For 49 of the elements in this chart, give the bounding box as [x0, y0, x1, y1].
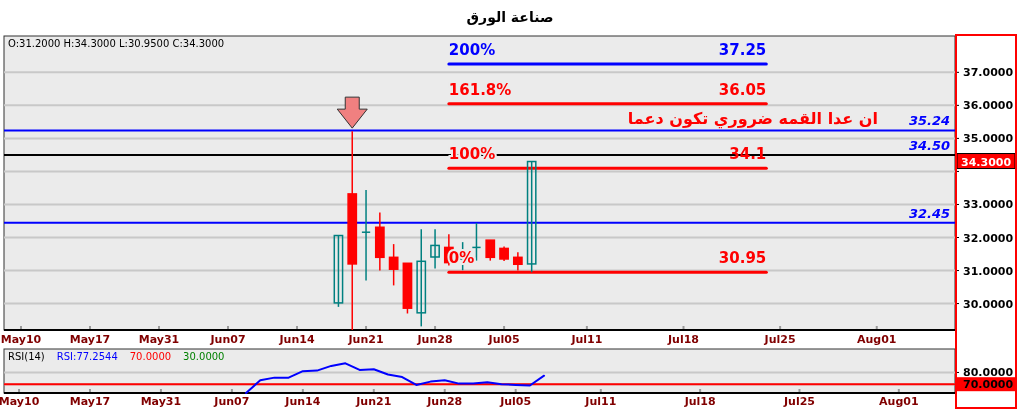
y-tick-label: 37.0000: [963, 66, 1014, 80]
x-tick-label: Jun07: [213, 395, 250, 408]
annotation: O:31.2000 H:34.3000 L:30.9500 C:34.3000: [8, 38, 225, 49]
x-tick-label: Jun21: [355, 395, 392, 408]
text: RSI:77.2544: [56, 351, 118, 362]
x-tick-label: Jul18: [666, 333, 700, 346]
ref-line-label: 70.0000: [129, 351, 172, 362]
data-label: 30.95: [718, 249, 767, 268]
y-tick-label: 80.0000: [963, 366, 1014, 380]
x-tick-label: Jul11: [570, 333, 603, 346]
x-tick-label: Jun07: [209, 333, 246, 346]
series-label: 161.8%: [448, 80, 512, 99]
data-label: 36.05: [718, 80, 767, 99]
annotation: 30.0000: [183, 351, 225, 362]
x-tick-label: May31: [138, 333, 180, 346]
y-tick-label: 32.0000: [963, 231, 1014, 245]
x-tick-label: Jun14: [284, 395, 321, 408]
x-tick-label: Jul18: [683, 395, 716, 408]
y-tick-label: 31.0000: [963, 264, 1014, 278]
x-tick-label: Aug01: [879, 395, 919, 408]
data-label: 37.25: [718, 41, 767, 60]
x-tick-label: Jul05: [499, 395, 532, 408]
x-tick-label: May17: [69, 333, 111, 346]
ref-line-label: 34.50: [908, 137, 950, 153]
x-tick-label: May10: [0, 333, 42, 346]
y-tick-label: 30.0000: [963, 297, 1014, 311]
annotation: ان عدا القمه ضروري تكون دعما: [627, 109, 878, 129]
x-tick-label: Aug01: [856, 333, 897, 346]
x-tick-label: Jun21: [347, 333, 384, 346]
chart-title: RSI(14): [8, 351, 45, 362]
x-tick-label: May31: [140, 395, 182, 408]
x-tick-label: May10: [0, 395, 40, 408]
series-label: 200%: [448, 41, 496, 60]
y-tick-label: 36.0000: [963, 99, 1014, 113]
ref-line-label: 35.24: [908, 113, 950, 129]
x-tick-label: Jul11: [584, 395, 617, 408]
chart-title: صناعة الورق: [466, 9, 554, 26]
ref-line-label: 32.45: [908, 205, 950, 221]
text: 34.3000: [961, 155, 1012, 169]
x-tick-label: Jul25: [763, 333, 796, 346]
y-tick-label: 33.0000: [963, 198, 1014, 212]
x-tick-label: Jul05: [487, 333, 520, 346]
x-tick-label: Jun28: [416, 333, 453, 346]
x-tick-label: Jun28: [426, 395, 463, 408]
y-tick-label: 70.0000: [963, 378, 1014, 392]
y-tick-label: 35.0000: [963, 132, 1014, 146]
x-tick-label: May17: [69, 395, 111, 408]
x-tick-label: Jun14: [278, 333, 315, 346]
x-tick-label: Jul25: [782, 395, 815, 408]
